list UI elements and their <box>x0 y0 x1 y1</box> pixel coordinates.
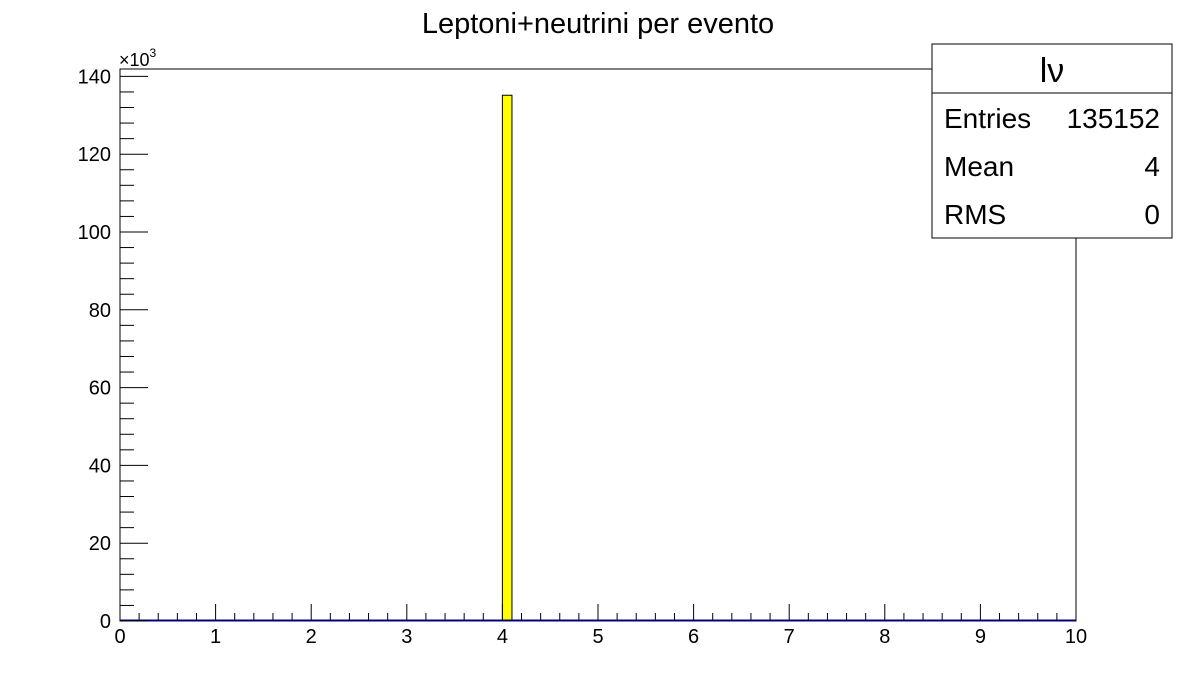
x-tick-label: 4 <box>497 626 508 648</box>
y-tick-label: 20 <box>89 533 111 555</box>
x-tick-label: 3 <box>401 626 412 648</box>
y-axis: 0 20 40 60 80 100 120 140 <box>78 66 148 633</box>
stats-mean-label: Mean <box>944 151 1014 182</box>
stats-entries-label: Entries <box>944 103 1031 134</box>
histogram-bars <box>501 94 513 622</box>
x-axis: 0 1 2 3 4 5 6 7 8 9 10 <box>114 604 1087 648</box>
y-tick-label: 0 <box>100 611 111 633</box>
y-tick-label: 40 <box>89 455 111 477</box>
x-tick-label: 1 <box>210 626 221 648</box>
stats-box: lν Entries 135152 Mean 4 RMS 0 <box>931 43 1173 239</box>
x-tick-label: 10 <box>1065 626 1087 648</box>
x-tick-label: 6 <box>688 626 699 648</box>
stats-rms-label: RMS <box>944 199 1006 230</box>
stats-entries-value: 135152 <box>1067 103 1160 134</box>
x-tick-label: 8 <box>879 626 890 648</box>
x-tick-label: 7 <box>784 626 795 648</box>
stats-box-frame <box>931 43 1173 239</box>
y-tick-label: 140 <box>78 66 111 88</box>
x-tick-label: 0 <box>114 626 125 648</box>
y-tick-label: 100 <box>78 222 111 244</box>
x-tick-label: 5 <box>592 626 603 648</box>
x-tick-label: 9 <box>975 626 986 648</box>
chart-title: Leptoni+neutrini per evento <box>422 8 774 40</box>
y-multiplier-label: ×103 <box>119 46 157 70</box>
y-tick-label: 60 <box>89 378 111 400</box>
y-tick-label: 80 <box>89 300 111 322</box>
histogram-bar-0 <box>501 94 513 622</box>
stats-box-title: lν <box>1040 52 1065 90</box>
y-tick-label: 120 <box>78 144 111 166</box>
stats-mean-value: 4 <box>1144 151 1160 182</box>
stats-rms-value: 0 <box>1144 199 1160 230</box>
x-tick-label: 2 <box>306 626 317 648</box>
